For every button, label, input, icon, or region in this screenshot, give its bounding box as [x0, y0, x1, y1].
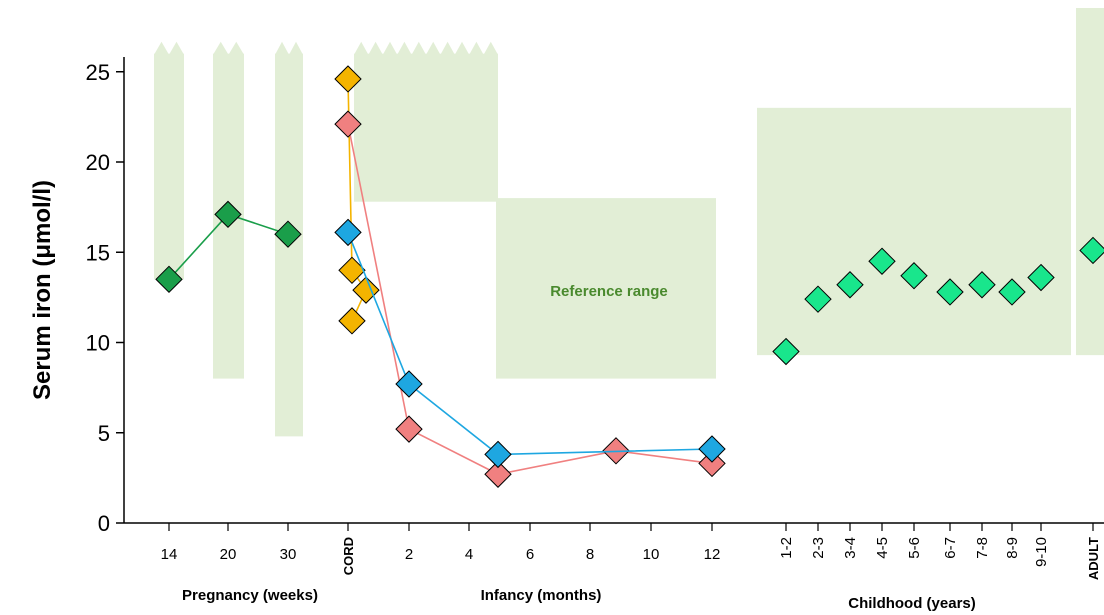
x-tick-label: CORD — [341, 537, 356, 575]
data-point-0 — [155, 265, 183, 294]
x-tick-label: 4-5 — [874, 537, 891, 559]
x-ticks: 14 20 30 CORD 2 4 6 8 10 12 1-2 2-3 3-4 4-5 5-6 6-7 7-8 8… — [161, 523, 1101, 580]
x-tick-label: 6 — [526, 546, 534, 563]
reference-range-arrows-3 — [354, 41, 498, 55]
series-line-1 — [347, 78, 367, 322]
x-group-label-infancy: Infancy (months) — [481, 587, 602, 604]
data-point-2 — [395, 415, 423, 443]
data-point-3 — [395, 370, 423, 398]
x-tick-label: 2 — [405, 546, 413, 563]
data-point-2 — [484, 460, 512, 488]
data-point-3 — [334, 218, 362, 247]
data-point-4 — [900, 262, 928, 290]
data-point-4 — [772, 337, 800, 366]
y-tick-label: 25 — [86, 60, 110, 85]
x-tick-label: 12 — [704, 546, 721, 563]
data-point-3 — [698, 435, 726, 463]
series-line-3 — [347, 232, 713, 456]
data-point-1 — [352, 276, 380, 304]
y-axis-title: Serum iron (μmol/l) — [29, 180, 56, 400]
data-point-4 — [836, 271, 864, 299]
axes — [123, 57, 1104, 524]
reference-range-band-3 — [354, 53, 498, 202]
reference-range-band-5 — [757, 107, 1071, 356]
y-ticks: 0 5 10 15 20 25 — [86, 60, 124, 536]
x-tick-label: 6-7 — [942, 537, 959, 559]
x-group-label-childhood: Childhood (years) — [848, 595, 976, 612]
data-point-3 — [484, 440, 512, 469]
x-tick-label: 1-2 — [778, 537, 795, 559]
data-point-1 — [334, 65, 362, 93]
data-point-4 — [1027, 263, 1055, 292]
data-point-1 — [338, 307, 366, 335]
x-tick-label: 8-9 — [1004, 537, 1021, 559]
reference-range-arrows-0 — [154, 41, 184, 55]
x-tick-label: 10 — [643, 546, 660, 563]
data-point-4 — [968, 271, 996, 299]
reference-range-band-6 — [1076, 8, 1104, 356]
reference-range-arrows-2 — [275, 41, 303, 55]
x-tick-label: 2-3 — [810, 537, 827, 559]
y-tick-label: 10 — [86, 331, 110, 356]
x-tick-label: 9-10 — [1033, 537, 1050, 567]
reference-range-band-0 — [154, 53, 184, 280]
x-tick-label: 3-4 — [842, 537, 859, 559]
y-tick-label: 15 — [86, 240, 110, 265]
reference-range-layer — [154, 8, 1104, 437]
data-point-4 — [868, 247, 896, 275]
x-tick-label: 14 — [161, 546, 178, 563]
reference-range-label: Reference range — [550, 283, 668, 300]
x-tick-label: ADULT — [1086, 537, 1101, 580]
x-tick-label: 5-6 — [906, 537, 923, 559]
data-point-4 — [998, 278, 1026, 306]
y-tick-label: 5 — [98, 421, 110, 446]
x-tick-label: 4 — [465, 546, 473, 563]
reference-range-band-4 — [496, 198, 716, 379]
series-layer — [155, 65, 1104, 488]
data-point-4 — [804, 285, 832, 313]
data-point-0 — [274, 220, 302, 248]
y-tick-label: 0 — [98, 511, 110, 536]
x-tick-label: 7-8 — [974, 537, 991, 559]
data-point-4 — [936, 278, 964, 306]
data-point-1 — [338, 256, 366, 285]
data-point-2 — [334, 110, 362, 138]
y-tick-label: 20 — [86, 150, 110, 175]
data-point-2 — [698, 449, 726, 478]
x-tick-label: 8 — [586, 546, 594, 563]
data-point-0 — [214, 200, 242, 229]
x-tick-label: 20 — [220, 546, 237, 563]
reference-range-arrows-1 — [213, 41, 244, 55]
data-point-4 — [1079, 236, 1104, 265]
x-tick-label: 30 — [280, 546, 297, 563]
x-group-label-pregnancy: Pregnancy (weeks) — [182, 587, 318, 604]
